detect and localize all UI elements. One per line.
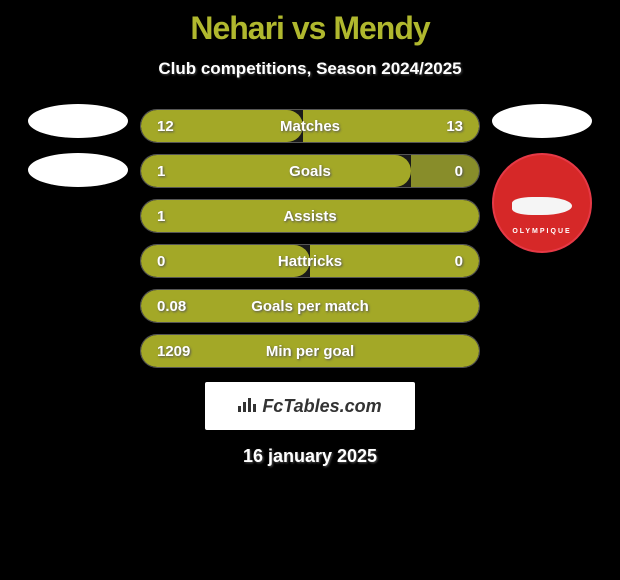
stat-bar: 1 Assists (140, 199, 480, 233)
watermark-label: FcTables.com (262, 396, 381, 417)
bar-stat-label: Min per goal (266, 343, 354, 360)
bar-stat-label: Goals (289, 163, 331, 180)
left-badge-1 (28, 104, 128, 138)
club-badge-nimes: NIMES OLYMPIQUE (492, 153, 592, 253)
bar-fill-right (411, 155, 479, 187)
subtitle: Club competitions, Season 2024/2025 (158, 59, 461, 79)
bar-stat-label: Matches (280, 118, 340, 135)
bar-value-left: 1 (157, 163, 165, 180)
bar-value-left: 1209 (157, 343, 190, 360)
chart-icon (238, 396, 258, 417)
bar-stat-label: Hattricks (278, 253, 342, 270)
right-badges: NIMES OLYMPIQUE (492, 104, 592, 253)
date-text: 16 january 2025 (243, 446, 377, 467)
main-container: Nehari vs Mendy Club competitions, Seaso… (0, 0, 620, 580)
bar-value-left: 0.08 (157, 298, 186, 315)
bar-value-right: 13 (446, 118, 463, 135)
bar-value-left: 12 (157, 118, 174, 135)
right-badge-1 (492, 104, 592, 138)
left-badge-2 (28, 153, 128, 187)
stat-bar: 0 Hattricks 0 (140, 244, 480, 278)
bar-stat-label: Goals per match (251, 298, 369, 315)
bar-value-right: 0 (455, 253, 463, 270)
stat-bar: 12 Matches 13 (140, 109, 480, 143)
watermark-text: FcTables.com (238, 396, 381, 417)
bar-value-right: 0 (455, 163, 463, 180)
bars-container: 12 Matches 13 1 Goals 0 1 Assists 0 Hattricks 0 0.0… (140, 109, 480, 368)
bar-fill-left (141, 155, 411, 187)
crocodile-icon (512, 197, 572, 215)
bar-value-left: 1 (157, 208, 165, 225)
page-title: Nehari vs Mendy (190, 10, 429, 47)
stat-bar: 1 Goals 0 (140, 154, 480, 188)
stat-bar: 1209 Min per goal (140, 334, 480, 368)
left-badges (28, 104, 128, 187)
bar-value-left: 0 (157, 253, 165, 270)
stat-bar: 0.08 Goals per match (140, 289, 480, 323)
watermark: FcTables.com (205, 382, 415, 430)
chart-area: 12 Matches 13 1 Goals 0 1 Assists 0 Hattricks 0 0.0… (0, 109, 620, 368)
club-badge-line2: OLYMPIQUE (512, 228, 571, 235)
bar-stat-label: Assists (283, 208, 336, 225)
